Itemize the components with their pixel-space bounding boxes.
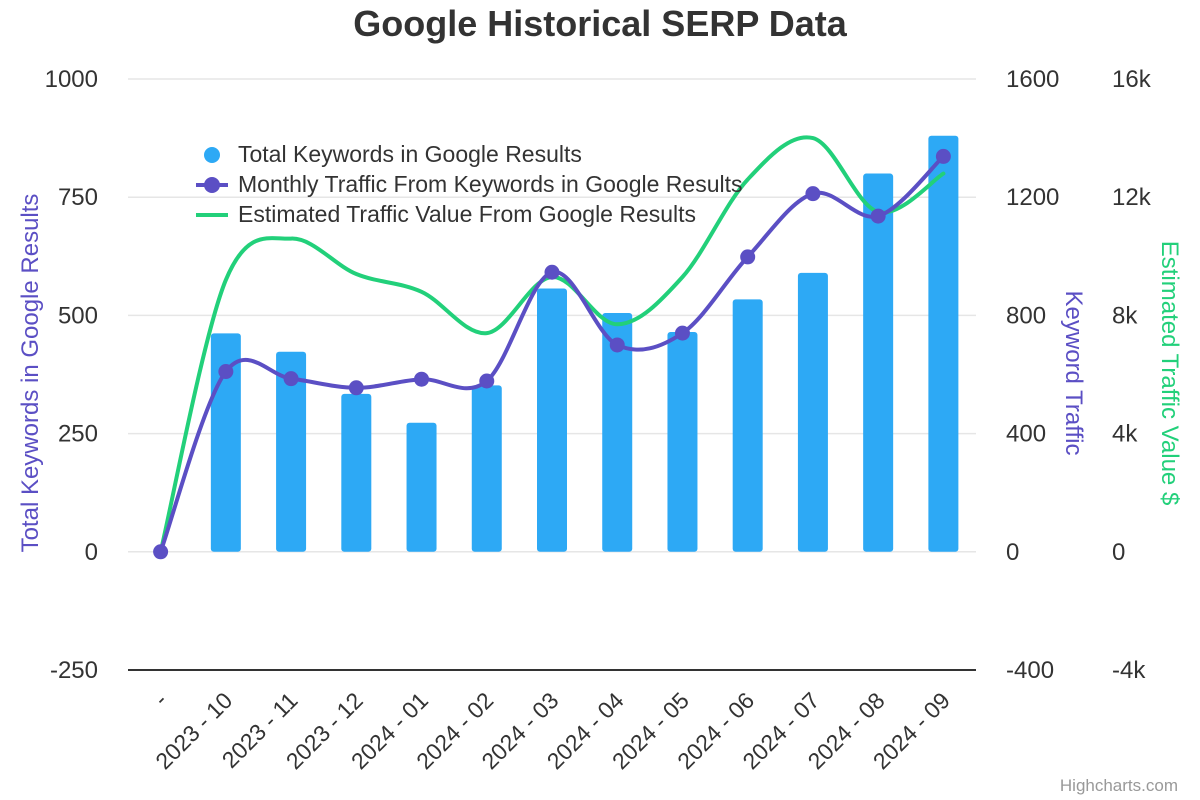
legend: Total Keywords in Google Results Monthly… [196, 141, 742, 227]
value-tick-label: -4k [1112, 657, 1146, 684]
left-tick-label: 500 [58, 302, 98, 329]
traffic-tick-label: -400 [1006, 657, 1054, 684]
traffic-point [348, 380, 364, 396]
traffic-point [740, 249, 756, 265]
value-tick-label: 0 [1112, 539, 1125, 566]
left-tick-label: 250 [58, 421, 98, 448]
right-axis-traffic-ticks: -400 0 400 800 1200 1600 [1006, 66, 1059, 684]
traffic-point [414, 371, 430, 387]
value-tick-label: 16k [1112, 66, 1152, 93]
credits-link[interactable]: Highcharts.com [1060, 776, 1178, 795]
traffic-point [544, 264, 560, 280]
legend-symbol-traffic [204, 177, 220, 193]
right-axis-traffic-title: Keyword Traffic [1060, 291, 1087, 456]
x-tick-label: - [148, 687, 172, 711]
traffic-point [153, 544, 169, 560]
keywords-bar [928, 135, 959, 552]
right-axis-value-ticks: -4k 0 4k 8k 12k 16k [1112, 66, 1152, 684]
keywords-bar [537, 288, 567, 552]
keywords-bar [276, 351, 307, 552]
value-tick-label: 4k [1112, 421, 1138, 448]
keywords-bar [732, 299, 763, 552]
left-tick-label: 1000 [45, 66, 98, 93]
legend-label-keywords: Total Keywords in Google Results [238, 141, 582, 167]
left-tick-label: 750 [58, 184, 98, 211]
value-tick-label: 8k [1112, 302, 1138, 329]
keywords-bar [667, 331, 698, 552]
legend-symbol-keywords [204, 147, 220, 163]
legend-item-traffic[interactable]: Monthly Traffic From Keywords in Google … [196, 171, 742, 197]
keywords-bar [341, 393, 372, 552]
legend-label-value: Estimated Traffic Value From Google Resu… [238, 201, 696, 227]
keywords-bars [210, 135, 959, 552]
keywords-bar [471, 385, 502, 552]
right-axis-value-title: Estimated Traffic Value $ [1156, 241, 1183, 506]
legend-label-traffic: Monthly Traffic From Keywords in Google … [238, 171, 742, 197]
legend-item-keywords[interactable]: Total Keywords in Google Results [204, 141, 582, 167]
traffic-tick-label: 800 [1006, 302, 1046, 329]
traffic-point [609, 337, 625, 353]
traffic-point [674, 325, 690, 341]
traffic-point [218, 364, 234, 380]
traffic-tick-label: 1600 [1006, 66, 1059, 93]
chart-title: Google Historical SERP Data [353, 3, 847, 44]
traffic-point [870, 208, 886, 224]
keywords-bar [406, 422, 437, 552]
traffic-point [935, 148, 951, 164]
traffic-tick-label: 400 [1006, 421, 1046, 448]
traffic-point [283, 371, 299, 387]
legend-item-value[interactable]: Estimated Traffic Value From Google Resu… [196, 201, 696, 227]
keywords-bar [602, 313, 633, 552]
traffic-tick-label: 1200 [1006, 184, 1059, 211]
left-axis-ticks: -250 0 250 500 750 1000 [45, 66, 98, 684]
traffic-tick-label: 0 [1006, 539, 1019, 566]
left-axis-title: Total Keywords in Google Results [17, 194, 44, 553]
keywords-bar [797, 272, 828, 552]
traffic-point [805, 186, 821, 202]
value-tick-label: 12k [1112, 184, 1152, 211]
traffic-point [479, 373, 495, 389]
traffic-line [153, 148, 951, 560]
left-tick-label: -250 [50, 657, 98, 684]
left-tick-label: 0 [85, 539, 98, 566]
keywords-bar [863, 173, 894, 552]
